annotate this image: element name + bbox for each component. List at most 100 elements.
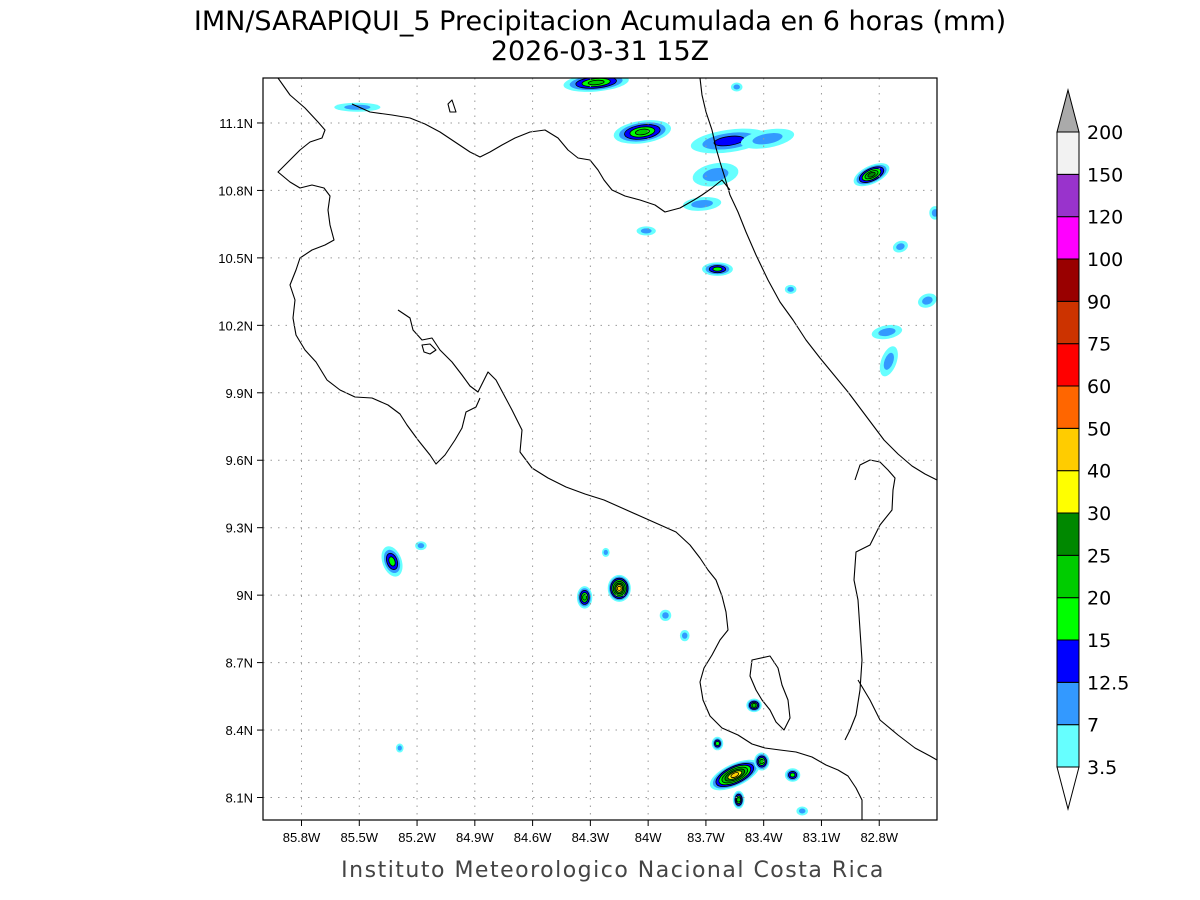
legend-swatch bbox=[1056, 512, 1080, 556]
legend-swatch bbox=[1056, 131, 1080, 175]
legend-swatch bbox=[1056, 300, 1080, 345]
precip-cell bbox=[636, 226, 656, 236]
precip-band bbox=[712, 266, 723, 272]
precip-band bbox=[752, 133, 783, 145]
nicaragua-north-border bbox=[351, 103, 731, 213]
precip-band bbox=[867, 171, 876, 178]
legend-label: 7 bbox=[1087, 715, 1099, 737]
caribbean-coast bbox=[699, 78, 937, 481]
lon-tick-label: 85.2W bbox=[398, 830, 436, 845]
northern-islet bbox=[447, 99, 457, 113]
precip-cell bbox=[929, 206, 937, 220]
legend-label: 75 bbox=[1087, 334, 1111, 356]
precip-cell bbox=[892, 240, 908, 253]
precip-band bbox=[878, 328, 896, 337]
precip-band bbox=[896, 243, 905, 250]
lat-tick-label: 11.1N bbox=[219, 116, 253, 131]
precip-band bbox=[702, 168, 729, 182]
lat-tick-label: 9.9N bbox=[226, 386, 253, 401]
precip-cell bbox=[879, 346, 898, 377]
precip-band bbox=[730, 772, 740, 778]
nicaragua-lake-shore bbox=[277, 78, 481, 465]
nicoya-gulf-coast bbox=[397, 309, 863, 820]
legend-swatch bbox=[1056, 258, 1080, 302]
precip-cell bbox=[415, 541, 427, 551]
precip-band bbox=[582, 594, 587, 601]
legend-swatch bbox=[1056, 597, 1080, 641]
legend-label: 3.5 bbox=[1087, 757, 1117, 779]
map-frame bbox=[262, 77, 938, 821]
legend-label: 90 bbox=[1087, 291, 1111, 313]
precip-band bbox=[640, 228, 652, 234]
lon-tick-label: 85.5W bbox=[340, 830, 378, 845]
legend-swatch bbox=[1056, 681, 1080, 726]
figure-subtitle-date: 2026-03-31 15Z bbox=[491, 36, 709, 67]
precip-cell bbox=[711, 736, 724, 751]
precip-band bbox=[662, 612, 669, 619]
figure-title: IMN/SARAPIQUI_5 Precipitacion Acumulada … bbox=[194, 6, 1006, 37]
lat-tick-label: 8.7N bbox=[226, 656, 253, 671]
precip-cell bbox=[659, 609, 672, 622]
legend-label: 15 bbox=[1087, 630, 1111, 652]
legend-over-triangle bbox=[1056, 88, 1080, 133]
legend-label: 40 bbox=[1087, 461, 1111, 483]
precip-band bbox=[715, 741, 720, 746]
precip-band bbox=[344, 104, 371, 110]
precip-band bbox=[603, 549, 608, 555]
lon-tick-label: 84.6W bbox=[514, 830, 552, 845]
precip-cell bbox=[732, 790, 745, 809]
precip-cell bbox=[730, 82, 743, 92]
precip-cell bbox=[613, 120, 672, 144]
precip-band bbox=[789, 772, 796, 778]
precip-cell bbox=[754, 752, 770, 771]
precip-band bbox=[616, 585, 622, 591]
map-panel-background bbox=[263, 78, 937, 820]
precip-cell bbox=[784, 284, 797, 294]
precip-cell bbox=[601, 547, 610, 557]
lon-tick-label: 83.7W bbox=[687, 830, 725, 845]
legend-label: 150 bbox=[1087, 164, 1123, 186]
precip-band bbox=[417, 543, 425, 549]
precip-band bbox=[691, 200, 713, 208]
precip-band bbox=[751, 702, 757, 708]
legend-swatch bbox=[1056, 554, 1080, 599]
panama-border bbox=[844, 459, 896, 741]
legend-swatch bbox=[1056, 639, 1080, 683]
lon-tick-label: 84W bbox=[635, 830, 662, 845]
precip-cell bbox=[918, 293, 937, 308]
legend-label: 200 bbox=[1087, 122, 1123, 144]
precip-band bbox=[931, 209, 937, 217]
legend-label: 50 bbox=[1087, 418, 1111, 440]
legend-label: 30 bbox=[1087, 503, 1111, 525]
precip-band bbox=[759, 758, 765, 765]
precip-cell bbox=[692, 162, 739, 187]
golfo-dulce-coast bbox=[749, 655, 791, 731]
lon-tick-label: 84.9W bbox=[456, 830, 494, 845]
coastline-layer bbox=[277, 78, 937, 820]
lat-tick-label: 8.4N bbox=[226, 723, 253, 738]
lat-tick-label: 10.2N bbox=[218, 318, 253, 333]
precip-cell bbox=[740, 128, 795, 149]
lat-tick-label: 9.6N bbox=[226, 453, 253, 468]
burica-peninsula bbox=[857, 679, 937, 761]
precip-band bbox=[798, 808, 806, 814]
lat-tick-label: 8.1N bbox=[226, 791, 253, 806]
precip-contours-layer bbox=[334, 78, 937, 816]
precip-band bbox=[587, 79, 605, 86]
precip-band bbox=[682, 632, 688, 639]
lon-tick-label: 84.3W bbox=[572, 830, 610, 845]
precip-cell bbox=[576, 586, 593, 609]
precip-cell bbox=[395, 743, 404, 753]
nicoya-island bbox=[421, 343, 437, 355]
legend-label: 20 bbox=[1087, 588, 1111, 610]
legend-label: 60 bbox=[1087, 376, 1111, 398]
precip-band bbox=[922, 296, 933, 305]
precip-band bbox=[787, 286, 794, 292]
precip-band bbox=[736, 797, 742, 803]
lon-tick-label: 85.8W bbox=[283, 830, 321, 845]
legend-label: 120 bbox=[1087, 207, 1123, 229]
legend-label: 12.5 bbox=[1087, 672, 1129, 694]
precip-band bbox=[388, 556, 396, 567]
precip-cell bbox=[563, 78, 629, 92]
